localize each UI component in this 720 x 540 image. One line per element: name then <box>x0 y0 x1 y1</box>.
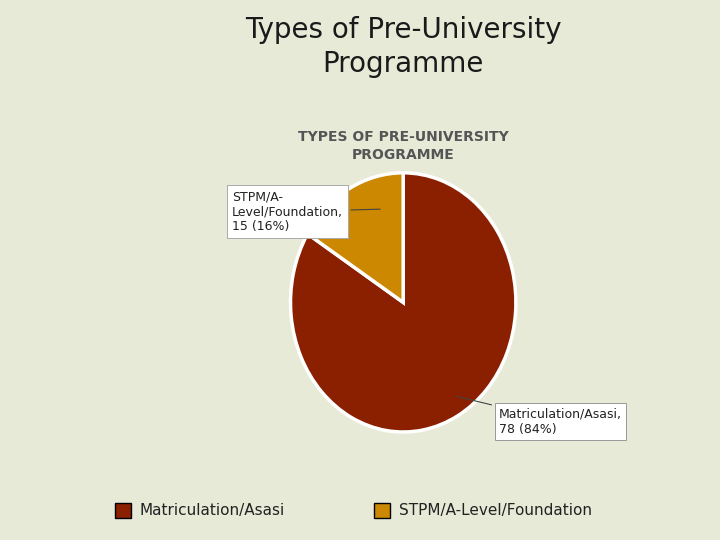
Text: STPM/A-Level/Foundation: STPM/A-Level/Foundation <box>399 503 592 518</box>
Text: Types of Pre-University
Programme: Types of Pre-University Programme <box>245 16 562 78</box>
Text: TYPES OF PRE-UNIVERSITY
PROGRAMME: TYPES OF PRE-UNIVERSITY PROGRAMME <box>298 130 508 162</box>
Wedge shape <box>290 173 516 432</box>
Wedge shape <box>307 173 403 302</box>
Text: Matriculation/Asasi,
78 (84%): Matriculation/Asasi, 78 (84%) <box>456 396 622 436</box>
Text: STPM/A-
Level/Foundation,
15 (16%): STPM/A- Level/Foundation, 15 (16%) <box>232 190 380 233</box>
Text: Matriculation/Asasi: Matriculation/Asasi <box>140 503 284 518</box>
